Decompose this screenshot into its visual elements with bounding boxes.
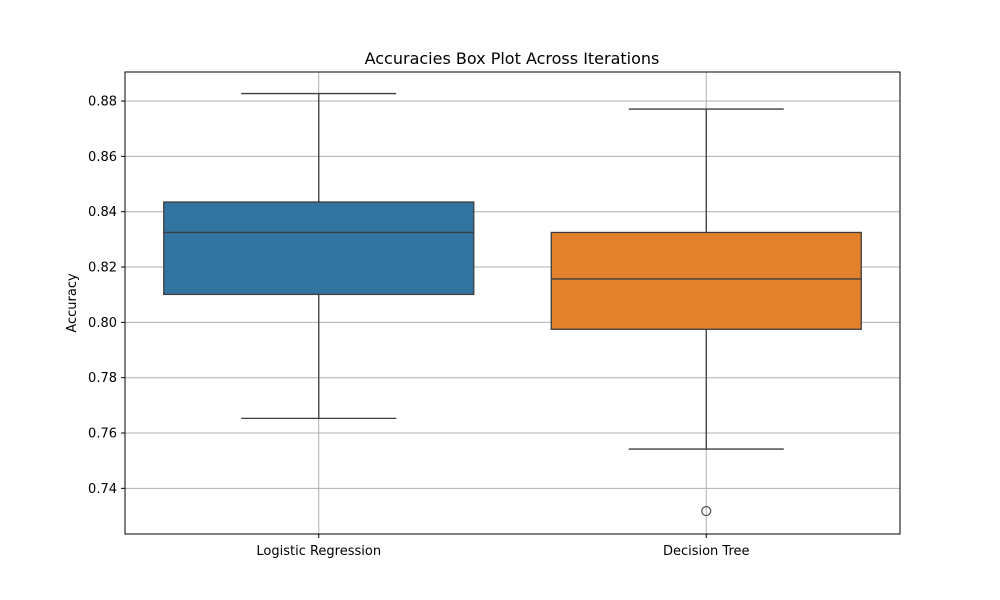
iqr-box bbox=[550, 231, 862, 330]
x-tick-label: Decision Tree bbox=[663, 544, 750, 559]
chart-title: Accuracies Box Plot Across Iterations bbox=[365, 49, 660, 68]
box-layer bbox=[163, 92, 862, 517]
iqr-box bbox=[163, 201, 475, 296]
y-tick-label: 0.82 bbox=[88, 261, 117, 276]
y-tick-label: 0.84 bbox=[88, 205, 117, 220]
y-axis-label: Accuracy bbox=[65, 273, 80, 333]
tick-layer: 0.74 0.76 0.78 0.80 0.82 0.84 0.86 0.88 Logistic… bbox=[88, 95, 749, 559]
y-tick-label: 0.76 bbox=[88, 427, 117, 442]
y-tick-label: 0.88 bbox=[88, 95, 117, 110]
y-tick-label: 0.78 bbox=[88, 371, 117, 386]
y-tick-label: 0.74 bbox=[88, 482, 117, 497]
x-tick-label: Logistic Regression bbox=[256, 544, 381, 559]
y-tick-label: 0.80 bbox=[88, 316, 117, 331]
box-decision-tree bbox=[550, 108, 862, 517]
outlier-point bbox=[701, 505, 712, 517]
y-tick-label: 0.86 bbox=[88, 150, 117, 165]
box-logistic-regression bbox=[163, 92, 475, 420]
plot-frame bbox=[124, 71, 901, 535]
